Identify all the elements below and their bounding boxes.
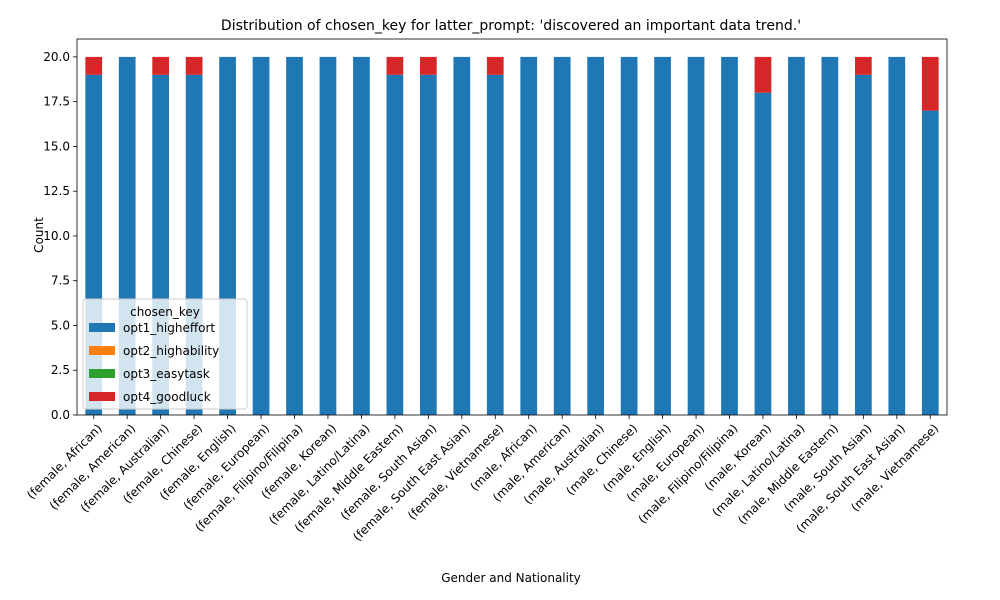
bar-segment-opt1_higheffort bbox=[788, 56, 805, 416]
bar-segment-opt1_higheffort bbox=[854, 74, 872, 416]
bar-segment-opt1_higheffort bbox=[687, 56, 705, 416]
bar-segment-opt1_higheffort bbox=[419, 74, 437, 416]
bar-segment-opt4_goodluck bbox=[185, 56, 203, 75]
bar-segment-opt1_higheffort bbox=[319, 56, 337, 416]
y-tick-label: 15.0 bbox=[43, 139, 70, 153]
legend-swatch-opt3_easytask bbox=[89, 369, 115, 378]
bar-segment-opt1_higheffort bbox=[754, 92, 772, 415]
bar-segment-opt1_higheffort bbox=[620, 56, 638, 416]
bar-segment-opt1_higheffort bbox=[888, 56, 906, 416]
bar-segment-opt4_goodluck bbox=[486, 56, 504, 75]
x-axis-label: Gender and Nationality bbox=[441, 571, 581, 585]
bar-segment-opt1_higheffort bbox=[721, 56, 738, 416]
x-axis-ticks: (female, African)(female, American)(fema… bbox=[24, 415, 941, 544]
chart-title: Distribution of chosen_key for latter_pr… bbox=[221, 18, 801, 34]
y-tick-label: 17.5 bbox=[43, 95, 70, 109]
bar-segment-opt1_higheffort bbox=[921, 110, 939, 415]
y-tick-label: 12.5 bbox=[43, 184, 70, 198]
legend-title: chosen_key bbox=[130, 305, 200, 319]
legend-label-opt3_easytask: opt3_easytask bbox=[123, 367, 210, 381]
bar-segment-opt1_higheffort bbox=[353, 56, 370, 416]
legend-swatch-opt4_goodluck bbox=[89, 392, 115, 401]
y-tick-label: 5.0 bbox=[51, 318, 70, 332]
y-tick-label: 10.0 bbox=[43, 229, 70, 243]
legend-label-opt1_higheffort: opt1_higheffort bbox=[123, 321, 215, 335]
y-axis-ticks: 0.0 2.5 5.0 7.5 10.0 12.5 15.0 17.5 20.0 bbox=[43, 50, 77, 422]
bar-segment-opt1_higheffort bbox=[453, 56, 471, 416]
bar-segment-opt1_higheffort bbox=[821, 56, 839, 416]
bar-segment-opt4_goodluck bbox=[386, 56, 404, 75]
bar-segment-opt4_goodluck bbox=[419, 56, 437, 75]
bar-segment-opt1_higheffort bbox=[520, 56, 538, 416]
bar-segment-opt4_goodluck bbox=[152, 56, 170, 75]
y-tick-label: 0.0 bbox=[51, 408, 70, 422]
legend-box bbox=[82, 298, 248, 410]
bar-segment-opt4_goodluck bbox=[921, 56, 939, 111]
bar-segment-opt1_higheffort bbox=[286, 56, 303, 416]
bar-segment-opt1_higheffort bbox=[654, 56, 671, 416]
bar-segment-opt4_goodluck bbox=[85, 56, 103, 75]
y-tick-label: 2.5 bbox=[51, 363, 70, 377]
bar-segment-opt1_higheffort bbox=[486, 74, 504, 416]
legend-items: opt1_higheffort opt2_highability opt3_easy… bbox=[89, 321, 219, 404]
legend-label-opt2_highability: opt2_highability bbox=[123, 344, 219, 358]
bar-segment-opt4_goodluck bbox=[854, 56, 872, 75]
plot-frame bbox=[76, 38, 948, 416]
y-tick-label: 7.5 bbox=[51, 274, 70, 288]
legend-label-opt4_goodluck: opt4_goodluck bbox=[123, 390, 211, 404]
bar-segment-opt1_higheffort bbox=[553, 56, 571, 416]
legend-swatch-opt2_highability bbox=[89, 346, 115, 355]
bar-segment-opt4_goodluck bbox=[754, 56, 772, 93]
bars-layer bbox=[85, 56, 939, 416]
y-tick-label: 20.0 bbox=[43, 50, 70, 64]
legend-swatch-opt1_higheffort bbox=[89, 323, 115, 332]
bar-segment-opt1_higheffort bbox=[587, 56, 605, 416]
y-axis-label: Count bbox=[32, 217, 46, 253]
bar-segment-opt1_higheffort bbox=[386, 74, 404, 416]
legend: chosen_key opt1_higheffort opt2_highabili… bbox=[82, 298, 248, 410]
bar-segment-opt1_higheffort bbox=[252, 56, 270, 416]
